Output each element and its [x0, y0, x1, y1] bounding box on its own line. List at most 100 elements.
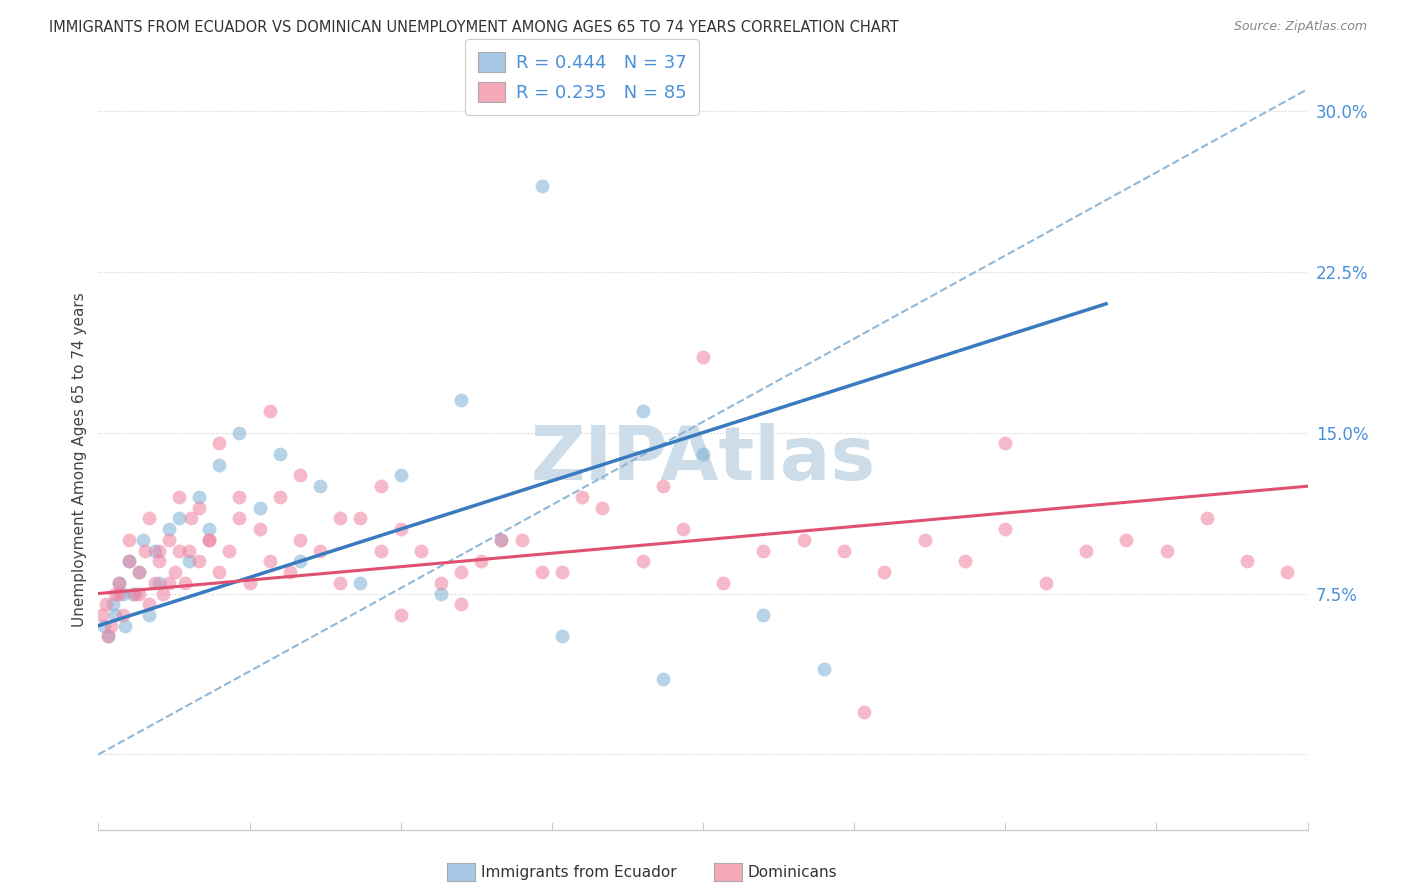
Point — [148, 554, 170, 568]
Point — [249, 500, 271, 515]
Point — [97, 629, 120, 643]
Point — [389, 607, 412, 622]
Point — [329, 511, 352, 525]
Point — [1035, 575, 1057, 590]
Point — [107, 575, 129, 590]
Point — [138, 511, 160, 525]
Point — [138, 597, 160, 611]
Point — [218, 543, 240, 558]
Point — [152, 586, 174, 600]
Point — [148, 543, 170, 558]
Point — [1195, 511, 1218, 525]
Point — [239, 575, 262, 590]
Y-axis label: Unemployment Among Ages 65 to 74 years: Unemployment Among Ages 65 to 74 years — [72, 292, 87, 627]
Point — [491, 533, 513, 547]
Point — [752, 607, 775, 622]
Point — [118, 533, 141, 547]
Text: ZIPAtlas: ZIPAtlas — [530, 423, 876, 496]
Point — [138, 607, 160, 622]
Point — [198, 533, 221, 547]
Point — [288, 468, 311, 483]
Point — [208, 458, 231, 472]
Text: Dominicans: Dominicans — [748, 865, 838, 880]
Point — [124, 586, 146, 600]
Point — [101, 597, 124, 611]
Point — [370, 543, 392, 558]
Point — [288, 554, 311, 568]
Point — [551, 629, 574, 643]
Point — [672, 522, 695, 536]
Point — [91, 607, 114, 622]
Point — [157, 522, 180, 536]
Point — [278, 565, 301, 579]
Point — [228, 511, 250, 525]
Point — [1236, 554, 1258, 568]
Point — [329, 575, 352, 590]
Legend: R = 0.444   N = 37, R = 0.235   N = 85: R = 0.444 N = 37, R = 0.235 N = 85 — [465, 39, 699, 115]
Point — [389, 468, 412, 483]
Point — [93, 618, 115, 632]
Point — [96, 597, 118, 611]
Point — [103, 607, 125, 622]
Point — [118, 554, 141, 568]
Text: IMMIGRANTS FROM ECUADOR VS DOMINICAN UNEMPLOYMENT AMONG AGES 65 TO 74 YEARS CORR: IMMIGRANTS FROM ECUADOR VS DOMINICAN UNE… — [49, 20, 898, 35]
Point — [157, 575, 180, 590]
Text: Source: ZipAtlas.com: Source: ZipAtlas.com — [1233, 20, 1367, 33]
Point — [430, 586, 453, 600]
Point — [571, 490, 593, 504]
Point — [114, 618, 136, 632]
Point — [249, 522, 271, 536]
Point — [914, 533, 936, 547]
Point — [953, 554, 976, 568]
Point — [530, 178, 553, 193]
Point — [752, 543, 775, 558]
Point — [128, 586, 150, 600]
Point — [450, 393, 472, 408]
Point — [208, 436, 231, 450]
Point — [118, 554, 141, 568]
Point — [208, 565, 231, 579]
Point — [180, 511, 202, 525]
Text: Immigrants from Ecuador: Immigrants from Ecuador — [481, 865, 676, 880]
Point — [128, 565, 150, 579]
Point — [103, 586, 125, 600]
Point — [259, 554, 281, 568]
Point — [530, 565, 553, 579]
Point — [793, 533, 815, 547]
Point — [288, 533, 311, 547]
Point — [813, 662, 835, 676]
Point — [994, 436, 1017, 450]
Point — [179, 543, 201, 558]
Point — [163, 565, 186, 579]
Point — [100, 618, 122, 632]
Point — [148, 575, 170, 590]
Point — [491, 533, 513, 547]
Point — [128, 565, 150, 579]
Point — [631, 554, 654, 568]
Point — [711, 575, 734, 590]
Point — [188, 490, 211, 504]
Point — [349, 575, 371, 590]
Point — [188, 554, 211, 568]
Point — [143, 575, 166, 590]
Point — [1115, 533, 1137, 547]
Point — [259, 404, 281, 418]
Point — [167, 543, 190, 558]
Point — [269, 447, 291, 461]
Point — [111, 607, 134, 622]
Point — [510, 533, 533, 547]
Point — [1074, 543, 1097, 558]
Point — [551, 565, 574, 579]
Point — [167, 490, 190, 504]
Point — [692, 447, 714, 461]
Point — [409, 543, 432, 558]
Point — [832, 543, 855, 558]
Point — [134, 543, 156, 558]
Point — [97, 629, 120, 643]
Point — [179, 554, 201, 568]
Point — [853, 705, 876, 719]
Point — [157, 533, 180, 547]
Point — [349, 511, 371, 525]
Point — [121, 586, 143, 600]
Point — [1156, 543, 1178, 558]
